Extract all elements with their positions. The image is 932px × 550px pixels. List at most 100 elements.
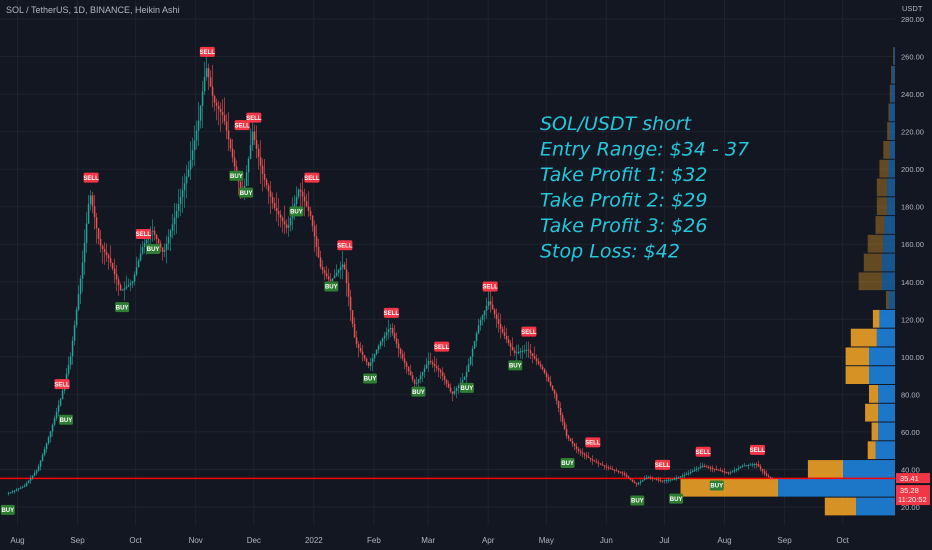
annotation-line: Take Profit 3: $26 bbox=[540, 215, 707, 237]
sell-signal: SELL bbox=[304, 172, 320, 183]
candle-body bbox=[739, 466, 742, 468]
sell-signal: SELL bbox=[383, 307, 399, 318]
candle-body bbox=[665, 479, 668, 481]
buy-signal: BUY bbox=[0, 504, 15, 515]
candle-body bbox=[199, 105, 202, 121]
candle-body bbox=[501, 328, 504, 333]
candle-body bbox=[345, 269, 348, 284]
candle-body bbox=[381, 338, 384, 342]
candle-body bbox=[263, 173, 266, 180]
candle-body bbox=[631, 479, 634, 482]
level-price-tag bbox=[896, 485, 930, 506]
vp-bar-down bbox=[883, 140, 890, 159]
candle-body bbox=[161, 247, 164, 252]
candle-body bbox=[661, 480, 664, 482]
y-tick-label: 100.00 bbox=[901, 353, 924, 362]
sell-signal: SELL bbox=[750, 444, 765, 455]
candle-body bbox=[407, 366, 410, 372]
signal-label-text: SELL bbox=[136, 232, 152, 238]
candle-body bbox=[47, 437, 50, 444]
candle-body bbox=[419, 375, 422, 380]
candle-body bbox=[337, 269, 340, 273]
candle-body bbox=[405, 362, 408, 367]
candle-body bbox=[719, 470, 722, 472]
signal-label-bg bbox=[337, 240, 353, 251]
vp-bar-down bbox=[891, 65, 893, 84]
candle-body bbox=[525, 349, 528, 351]
signal-label-bg bbox=[630, 495, 645, 506]
candle-body bbox=[269, 191, 272, 198]
candle-body bbox=[671, 479, 674, 481]
candle-body bbox=[357, 344, 360, 348]
candle-body bbox=[653, 478, 656, 480]
y-tick-label: 220.00 bbox=[901, 128, 924, 137]
candle-body bbox=[83, 242, 86, 263]
buy-signal: BUY bbox=[58, 414, 73, 425]
candle-body bbox=[583, 453, 586, 456]
candle-body bbox=[461, 379, 464, 383]
candle-body bbox=[203, 76, 206, 92]
vp-bar-up bbox=[887, 197, 895, 216]
candle-body bbox=[563, 422, 566, 430]
candle-body bbox=[397, 343, 400, 349]
signal-label-bg bbox=[135, 228, 151, 239]
candle-body bbox=[325, 273, 328, 277]
candle-body bbox=[473, 340, 476, 349]
vp-bar-up bbox=[889, 140, 895, 159]
candle-body bbox=[105, 252, 108, 256]
candle-body bbox=[649, 477, 652, 479]
candle-body bbox=[321, 267, 324, 271]
sell-signal: SELL bbox=[235, 120, 250, 131]
candle-body bbox=[541, 366, 544, 370]
candle-body bbox=[253, 131, 256, 141]
candle-body bbox=[585, 455, 588, 457]
candle-body bbox=[491, 304, 494, 310]
vp-bar-down bbox=[869, 384, 879, 403]
candle-body bbox=[553, 389, 556, 395]
candle-body bbox=[685, 473, 688, 475]
candle-body bbox=[707, 466, 710, 468]
candle-body bbox=[599, 463, 602, 465]
signal-label-bg bbox=[695, 446, 711, 457]
candle-body bbox=[65, 373, 68, 383]
vp-bar-up bbox=[882, 272, 895, 291]
candle-body bbox=[413, 379, 416, 384]
vp-bar-up bbox=[878, 403, 895, 422]
candle-body bbox=[93, 206, 96, 218]
candle-body bbox=[399, 348, 402, 354]
signal-label-text: BUY bbox=[364, 377, 377, 383]
candle-body bbox=[705, 466, 708, 468]
vp-bar-down bbox=[807, 460, 843, 478]
x-tick-label: Aug bbox=[10, 536, 24, 545]
candle-body bbox=[771, 478, 774, 480]
candle-body bbox=[135, 267, 138, 275]
vp-bar-up bbox=[883, 234, 895, 253]
candle-body bbox=[441, 372, 444, 376]
signal-label-bg bbox=[115, 302, 130, 313]
y-tick-label: 60.00 bbox=[901, 428, 920, 437]
candle-body bbox=[249, 145, 252, 159]
candle-body bbox=[301, 191, 304, 197]
candle-body bbox=[349, 296, 352, 311]
signal-label-bg bbox=[383, 307, 399, 318]
candle-body bbox=[657, 479, 660, 481]
candle-body bbox=[101, 245, 104, 249]
candle-body bbox=[621, 472, 624, 474]
candle-body bbox=[395, 338, 398, 344]
sell-signal: SELL bbox=[482, 281, 498, 292]
candle-body bbox=[557, 400, 560, 408]
candle-body bbox=[467, 364, 470, 373]
vp-bar-down bbox=[879, 159, 889, 178]
candle-body bbox=[41, 454, 44, 461]
y-axis-bg bbox=[896, 0, 932, 550]
candle-body bbox=[335, 272, 338, 276]
candle-body bbox=[387, 329, 390, 333]
candle-body bbox=[633, 481, 636, 484]
candle-body bbox=[127, 284, 130, 287]
candle-body bbox=[617, 471, 620, 473]
candle-body bbox=[367, 362, 370, 366]
candle-body bbox=[603, 465, 606, 467]
candle-body bbox=[503, 332, 506, 337]
grid bbox=[0, 0, 895, 525]
